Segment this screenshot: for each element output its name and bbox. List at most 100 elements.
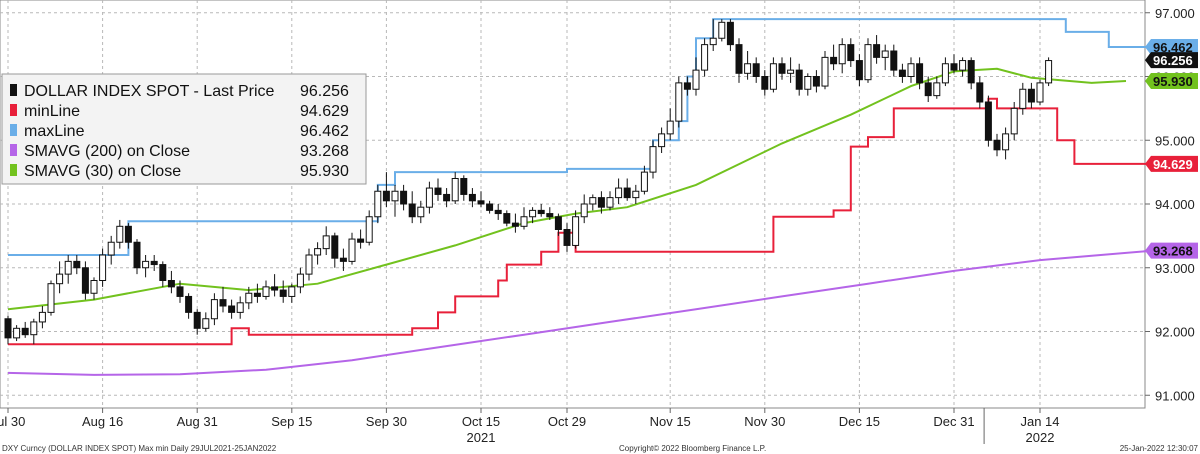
candle-down — [150, 260, 158, 266]
candle-up — [451, 178, 459, 202]
candle-down — [967, 60, 975, 84]
candle-up — [666, 120, 674, 135]
candle-up — [30, 321, 38, 336]
candle-down — [408, 203, 416, 218]
x-tick-label: Oct 15 — [462, 414, 500, 429]
candle-down — [623, 187, 631, 199]
candle-up — [262, 286, 270, 297]
candle-down — [382, 190, 390, 202]
candle-down — [847, 44, 855, 62]
candle-up — [649, 146, 657, 173]
legend-swatch — [10, 164, 17, 176]
candle-up — [787, 69, 795, 74]
candle-up — [769, 63, 777, 90]
y-tick-label: 95.000 — [1155, 133, 1195, 148]
badge: 93.268 — [1145, 242, 1198, 259]
x-tick-label: Sep 15 — [271, 414, 312, 429]
candle-up — [391, 190, 399, 202]
candle-up — [64, 260, 72, 275]
candle-down — [21, 327, 29, 336]
candle-up — [1010, 107, 1018, 135]
x-tick-label: Sep 30 — [366, 414, 407, 429]
candle-down — [597, 197, 605, 208]
legend-box — [1, 73, 367, 185]
candle-up — [572, 216, 580, 246]
candle-up — [718, 21, 726, 39]
candle-down — [812, 76, 820, 87]
candle-up — [701, 44, 709, 71]
candle-down — [167, 280, 175, 288]
candle-down — [494, 209, 502, 215]
legend-value: 93.268 — [300, 143, 349, 160]
price-candles — [4, 19, 1053, 345]
candle-up — [632, 190, 640, 199]
y-tick-label: 97.000 — [1155, 6, 1195, 21]
candle-up — [675, 82, 683, 122]
candle-down — [81, 267, 89, 294]
legend-value: 94.629 — [300, 103, 349, 120]
candle-down — [159, 264, 167, 281]
badge-label: 95.930 — [1153, 74, 1193, 89]
candle-up — [99, 254, 107, 281]
candle-down — [339, 257, 347, 262]
candle-down — [898, 69, 906, 77]
series-line-smavg-200-on-close — [7, 249, 1152, 376]
legend-label: DOLLAR INDEX SPOT - Last Price — [24, 83, 275, 100]
candle-up — [959, 60, 967, 71]
candle-up — [838, 44, 846, 65]
candle-up — [425, 187, 433, 208]
legend-swatch — [10, 144, 17, 156]
candle-down — [976, 82, 984, 103]
candle-down — [855, 60, 863, 81]
candle-down — [434, 187, 442, 195]
badge: 94.629 — [1145, 155, 1198, 172]
candle-up — [589, 197, 597, 205]
candle-down — [279, 289, 287, 297]
candle-down — [400, 190, 408, 205]
candle-up — [56, 273, 64, 285]
candle-up — [941, 63, 949, 84]
legend-value: 95.930 — [300, 163, 349, 180]
candle-down — [443, 193, 451, 202]
candle-up — [245, 292, 253, 304]
footer-timestamp: 25-Jan-2022 12:30:07 — [1120, 444, 1199, 453]
candle-up — [288, 286, 296, 297]
candle-up — [804, 76, 812, 90]
badge-shape — [1145, 39, 1198, 56]
candle-up — [744, 63, 752, 74]
candle-up — [38, 311, 46, 323]
candle-down — [357, 238, 365, 243]
badge: 96.256 — [1145, 52, 1198, 69]
legend-label: SMAVG (30) on Close — [24, 163, 181, 180]
candle-down — [735, 44, 743, 74]
candle-up — [658, 133, 666, 148]
candle-down — [228, 305, 236, 313]
candle-up — [90, 280, 98, 294]
badge-shape — [1145, 242, 1198, 259]
candle-up — [374, 190, 382, 218]
badge: 95.930 — [1145, 72, 1198, 89]
legend-value: 96.462 — [300, 123, 349, 140]
x-tick-label: Nov 30 — [744, 414, 785, 429]
candle-down — [503, 213, 511, 224]
legend-swatch — [10, 104, 17, 116]
candle-up — [116, 225, 124, 243]
candle-down — [468, 193, 476, 202]
candle-up — [47, 283, 55, 313]
candle-down — [546, 213, 554, 218]
badge: 96.462 — [1145, 39, 1198, 56]
x-axis: Jul 30 Aug 16 Aug 31 Sep 15 Sep 30 Oct 15 Oct … — [0, 408, 1060, 445]
candle-down — [133, 241, 141, 269]
y-tick-label: 93.000 — [1155, 261, 1195, 276]
y-tick-label: 94.000 — [1155, 197, 1195, 212]
candle-up — [365, 216, 373, 243]
badge-label: 94.629 — [1153, 157, 1193, 172]
candle-up — [529, 209, 537, 218]
candle-down — [993, 139, 1001, 151]
x-tick-label: Jul 30 — [0, 414, 25, 429]
badge-shape — [1145, 155, 1198, 172]
badge-shape — [1145, 72, 1198, 89]
candle-down — [726, 21, 734, 46]
